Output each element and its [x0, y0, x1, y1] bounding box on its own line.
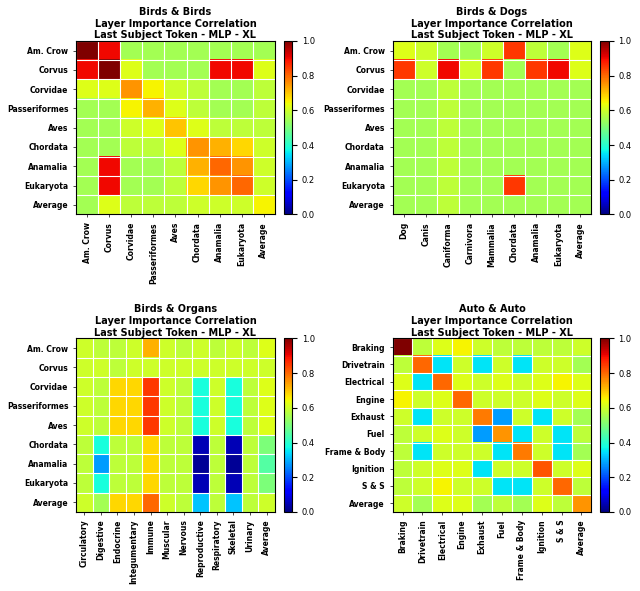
Title: Auto & Auto
Layer Importance Correlation
Last Subject Token - MLP - XL: Auto & Auto Layer Importance Correlation…: [411, 304, 573, 337]
Title: Birds & Dogs
Layer Importance Correlation
Last Subject Token - MLP - XL: Birds & Dogs Layer Importance Correlatio…: [411, 7, 573, 40]
Title: Birds & Birds
Layer Importance Correlation
Last Subject Token - MLP - XL: Birds & Birds Layer Importance Correlati…: [95, 7, 257, 40]
Title: Birds & Organs
Layer Importance Correlation
Last Subject Token - MLP - XL: Birds & Organs Layer Importance Correlat…: [95, 304, 257, 337]
